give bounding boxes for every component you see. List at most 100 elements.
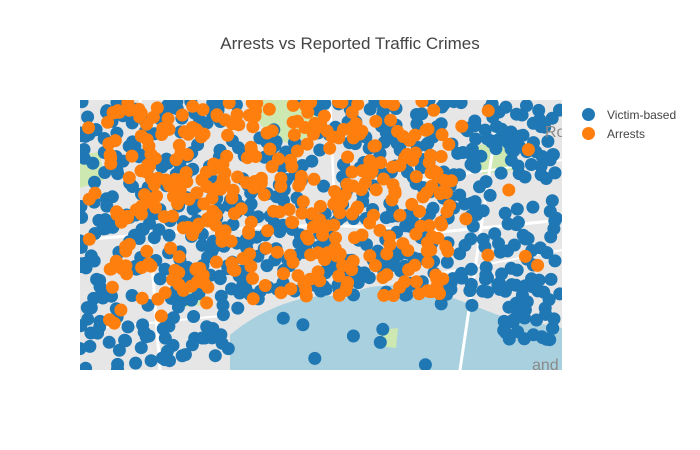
arrests-point[interactable] bbox=[265, 160, 279, 174]
arrests-point[interactable] bbox=[369, 183, 383, 197]
victim-based-point[interactable] bbox=[468, 160, 482, 174]
victim-based-point[interactable] bbox=[492, 132, 506, 146]
arrests-point[interactable] bbox=[436, 272, 450, 286]
victim-based-point[interactable] bbox=[88, 175, 101, 189]
arrests-point[interactable] bbox=[402, 263, 416, 277]
arrests-point[interactable] bbox=[285, 160, 299, 174]
arrests-point[interactable] bbox=[377, 288, 391, 302]
arrests-point[interactable] bbox=[299, 289, 313, 303]
victim-based-point[interactable] bbox=[543, 333, 557, 347]
arrests-point[interactable] bbox=[172, 250, 186, 264]
victim-based-point[interactable] bbox=[544, 230, 558, 244]
victim-based-point[interactable] bbox=[96, 291, 110, 305]
victim-based-point[interactable] bbox=[495, 267, 509, 281]
victim-based-point[interactable] bbox=[80, 261, 93, 275]
victim-based-point[interactable] bbox=[543, 153, 557, 167]
arrests-point[interactable] bbox=[369, 114, 383, 128]
arrests-point[interactable] bbox=[405, 197, 419, 211]
arrests-point[interactable] bbox=[421, 255, 435, 269]
arrests-point[interactable] bbox=[391, 124, 404, 138]
arrests-point[interactable] bbox=[345, 263, 359, 277]
victim-based-point[interactable] bbox=[464, 262, 478, 276]
victim-based-point[interactable] bbox=[426, 201, 440, 215]
victim-based-point[interactable] bbox=[118, 333, 132, 347]
victim-based-point[interactable] bbox=[544, 272, 558, 286]
victim-based-point[interactable] bbox=[476, 232, 490, 246]
victim-based-point[interactable] bbox=[387, 258, 401, 272]
arrests-point[interactable] bbox=[284, 282, 298, 296]
arrests-point[interactable] bbox=[246, 271, 259, 285]
arrests-point[interactable] bbox=[294, 169, 308, 183]
victim-based-point[interactable] bbox=[465, 298, 479, 312]
arrests-point[interactable] bbox=[331, 197, 345, 211]
arrests-point[interactable] bbox=[148, 151, 162, 165]
victim-based-point[interactable] bbox=[453, 247, 467, 261]
victim-based-point[interactable] bbox=[530, 313, 543, 327]
arrests-point[interactable] bbox=[502, 183, 516, 197]
arrests-point[interactable] bbox=[306, 127, 320, 141]
arrests-point[interactable] bbox=[338, 188, 352, 202]
arrests-point[interactable] bbox=[384, 113, 398, 127]
arrests-point[interactable] bbox=[409, 170, 423, 184]
victim-based-point[interactable] bbox=[518, 170, 532, 184]
arrests-point[interactable] bbox=[420, 186, 434, 200]
victim-based-point[interactable] bbox=[144, 354, 158, 368]
arrests-point[interactable] bbox=[339, 283, 353, 297]
arrests-point[interactable] bbox=[180, 148, 194, 162]
victim-based-point[interactable] bbox=[510, 202, 524, 216]
arrests-point[interactable] bbox=[427, 103, 441, 117]
victim-based-point[interactable] bbox=[158, 262, 172, 276]
arrests-point[interactable] bbox=[317, 109, 331, 123]
victim-based-point[interactable] bbox=[213, 269, 227, 283]
arrests-point[interactable] bbox=[245, 100, 259, 110]
victim-based-point[interactable] bbox=[509, 218, 523, 232]
victim-based-point[interactable] bbox=[178, 348, 192, 362]
victim-based-point[interactable] bbox=[363, 102, 377, 116]
arrests-point[interactable] bbox=[455, 119, 469, 133]
victim-based-point[interactable] bbox=[171, 300, 185, 314]
arrests-point[interactable] bbox=[119, 240, 133, 254]
arrests-point[interactable] bbox=[164, 241, 178, 255]
victim-based-point[interactable] bbox=[134, 341, 148, 355]
arrests-point[interactable] bbox=[232, 118, 246, 132]
arrests-point[interactable] bbox=[270, 245, 284, 259]
victim-based-point[interactable] bbox=[231, 301, 245, 315]
victim-based-point[interactable] bbox=[526, 200, 540, 214]
victim-based-point[interactable] bbox=[244, 197, 258, 211]
victim-based-point[interactable] bbox=[525, 272, 538, 286]
victim-based-point[interactable] bbox=[162, 228, 176, 242]
legend-item-arrests[interactable]: Arrests bbox=[582, 124, 676, 143]
arrests-point[interactable] bbox=[135, 261, 149, 274]
arrests-point[interactable] bbox=[441, 244, 455, 258]
victim-based-point[interactable] bbox=[112, 343, 126, 357]
arrests-point[interactable] bbox=[186, 100, 200, 113]
victim-based-point[interactable] bbox=[524, 158, 538, 171]
victim-based-point[interactable] bbox=[440, 255, 454, 269]
arrests-point[interactable] bbox=[296, 195, 310, 209]
victim-based-point[interactable] bbox=[415, 107, 429, 121]
arrests-point[interactable] bbox=[121, 209, 135, 223]
victim-based-point[interactable] bbox=[80, 100, 89, 109]
arrests-point[interactable] bbox=[265, 124, 279, 138]
arrests-point[interactable] bbox=[215, 234, 229, 248]
arrests-point[interactable] bbox=[481, 248, 495, 262]
arrests-point[interactable] bbox=[207, 157, 221, 171]
victim-based-point[interactable] bbox=[495, 122, 509, 136]
arrests-point[interactable] bbox=[161, 112, 175, 126]
arrests-point[interactable] bbox=[439, 186, 453, 200]
arrests-point[interactable] bbox=[154, 309, 168, 323]
victim-based-point[interactable] bbox=[152, 223, 166, 237]
arrests-point[interactable] bbox=[438, 174, 452, 187]
arrests-point[interactable] bbox=[459, 212, 473, 226]
victim-based-point[interactable] bbox=[214, 289, 228, 303]
arrests-point[interactable] bbox=[169, 153, 183, 167]
arrests-point[interactable] bbox=[242, 108, 256, 122]
arrests-point[interactable] bbox=[107, 316, 121, 330]
arrests-point[interactable] bbox=[248, 175, 262, 188]
arrests-point[interactable] bbox=[435, 218, 448, 232]
arrests-point[interactable] bbox=[277, 267, 290, 281]
arrests-point[interactable] bbox=[363, 154, 377, 168]
arrests-point[interactable] bbox=[374, 156, 388, 170]
arrests-point[interactable] bbox=[139, 165, 153, 179]
arrests-point[interactable] bbox=[387, 100, 400, 112]
